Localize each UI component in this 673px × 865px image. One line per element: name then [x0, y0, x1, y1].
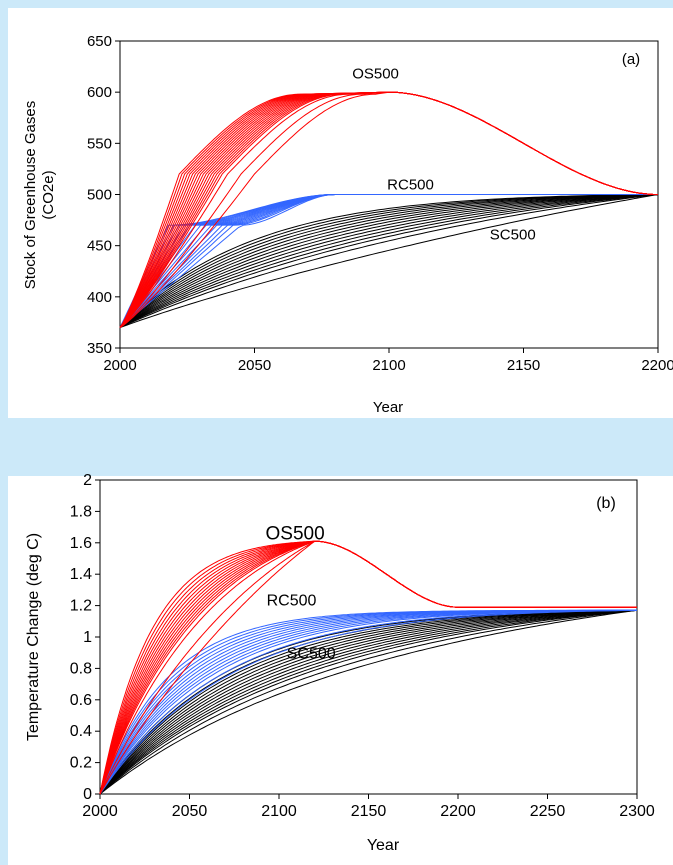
sc500-series-line: [119, 194, 659, 328]
os500-series-line: [99, 540, 637, 795]
sc500-series-line: [119, 194, 659, 328]
y-tick-label: 550: [87, 135, 112, 152]
x-axis-label: Year: [373, 399, 403, 416]
sc500-series-line: [119, 194, 659, 328]
chart-panel-b: 2000 2050 2100 2150 2200 2250 2300 0 0.2 0.4 0.6 0.…: [8, 472, 673, 865]
x-tick-label: 2000: [82, 803, 118, 820]
os500-series-line: [99, 540, 637, 795]
y-tick-label: 500: [87, 187, 112, 204]
sc500-series-line: [99, 609, 638, 795]
sc500-series-line: [99, 609, 638, 795]
y-tick-label: 0: [83, 786, 92, 803]
y-axis-label-line: Stock of Greenhouse Gases: [22, 101, 39, 289]
os500-series-line: [99, 540, 637, 795]
x-tick-label: 2100: [261, 803, 297, 820]
sc500-label: SC500: [490, 226, 536, 243]
y-tick-label: 1.4: [70, 566, 92, 583]
sc500-label: SC500: [287, 646, 336, 663]
y-axis-label: Temperature Change (deg C): [25, 533, 42, 741]
os500-series-line: [99, 540, 637, 795]
chart-a-svg: 2000 2050 2100 2150 2200 350 400 450 500 550 600 65…: [22, 33, 673, 416]
sc500-series-line: [99, 609, 638, 795]
y-tick-label: 0.8: [70, 660, 92, 677]
x-tick-label: 2250: [530, 803, 566, 820]
sc500-series-line: [99, 609, 638, 795]
os500-series-line: [99, 540, 637, 795]
sc500-series-line: [119, 194, 659, 328]
os500-series-line: [99, 540, 637, 795]
y-tick-label: 0.6: [70, 692, 92, 709]
sc500-series-line: [119, 194, 659, 328]
rc500-label: RC500: [387, 176, 434, 193]
x-tick-label: 2300: [619, 803, 655, 820]
sc500-series-line: [119, 194, 659, 328]
x-tick-label: 2200: [641, 357, 673, 374]
rc500-label: RC500: [267, 592, 317, 609]
sc500-series-line: [119, 194, 659, 328]
y-tick-label: 450: [87, 238, 112, 255]
os500-series-line: [99, 540, 637, 795]
os500-series-line: [99, 540, 637, 795]
y-tick-label: 2: [83, 472, 92, 489]
sc500-series-line: [99, 609, 638, 795]
os500-series-line: [99, 540, 637, 795]
sc500-series-line: [119, 194, 659, 328]
x-tick-label: 2150: [351, 803, 387, 820]
os500-series-line: [99, 540, 637, 795]
os500-series-line: [119, 91, 658, 328]
os500-series-line: [99, 540, 637, 795]
sc500-series-line: [119, 194, 659, 328]
x-tick-label: 2100: [372, 357, 405, 374]
y-tick-label: 600: [87, 84, 112, 101]
y-tick-label: 1.8: [70, 503, 92, 520]
chart-panel-a: 2000 2050 2100 2150 2200 350 400 450 500 550 600 65…: [8, 8, 673, 418]
panel-label-b: (b): [596, 495, 616, 512]
sc500-series-line: [119, 194, 659, 328]
os500-series-line: [99, 540, 637, 795]
y-axis-label-line: (CO2e): [40, 170, 57, 219]
x-axis-label: Year: [367, 837, 400, 854]
os500-series-line: [99, 540, 637, 795]
os500-series-line: [99, 540, 637, 795]
sc500-series-line: [119, 194, 659, 328]
panel-label-a: (a): [622, 51, 640, 68]
sc500-series-line: [99, 609, 638, 795]
sc500-series-line: [99, 609, 638, 795]
x-tick-label: 2000: [103, 357, 136, 374]
x-tick-label: 2200: [440, 803, 476, 820]
os500-series-line: [99, 540, 637, 795]
sc500-series-line: [99, 609, 638, 795]
y-tick-label: 0.2: [70, 755, 92, 772]
sc500-series-line: [119, 194, 659, 328]
chart-b-svg: 2000 2050 2100 2150 2200 2250 2300 0 0.2 0.4 0.6 0.…: [25, 472, 655, 854]
rc500-series-line: [119, 194, 658, 328]
y-tick-label: 1: [83, 629, 92, 646]
y-tick-label: 400: [87, 289, 112, 306]
y-tick-label: 0.4: [70, 723, 92, 740]
y-tick-label: 1.6: [70, 535, 92, 552]
y-axis-label: Stock of Greenhouse Gases(CO2e): [22, 101, 57, 289]
y-tick-label: 650: [87, 33, 112, 50]
rc500-series-line: [99, 609, 638, 795]
sc500-series-line: [99, 609, 638, 795]
os500-label: OS500: [352, 66, 399, 83]
y-tick-label: 350: [87, 340, 112, 357]
x-tick-label: 2050: [238, 357, 271, 374]
sc500-series-line: [99, 609, 638, 795]
os500-series-line: [99, 540, 637, 795]
x-tick-label: 2050: [172, 803, 208, 820]
os500-label: OS500: [266, 523, 325, 544]
x-tick-label: 2150: [507, 357, 540, 374]
sc500-series-line: [99, 609, 638, 795]
y-tick-label: 1.2: [70, 598, 92, 615]
